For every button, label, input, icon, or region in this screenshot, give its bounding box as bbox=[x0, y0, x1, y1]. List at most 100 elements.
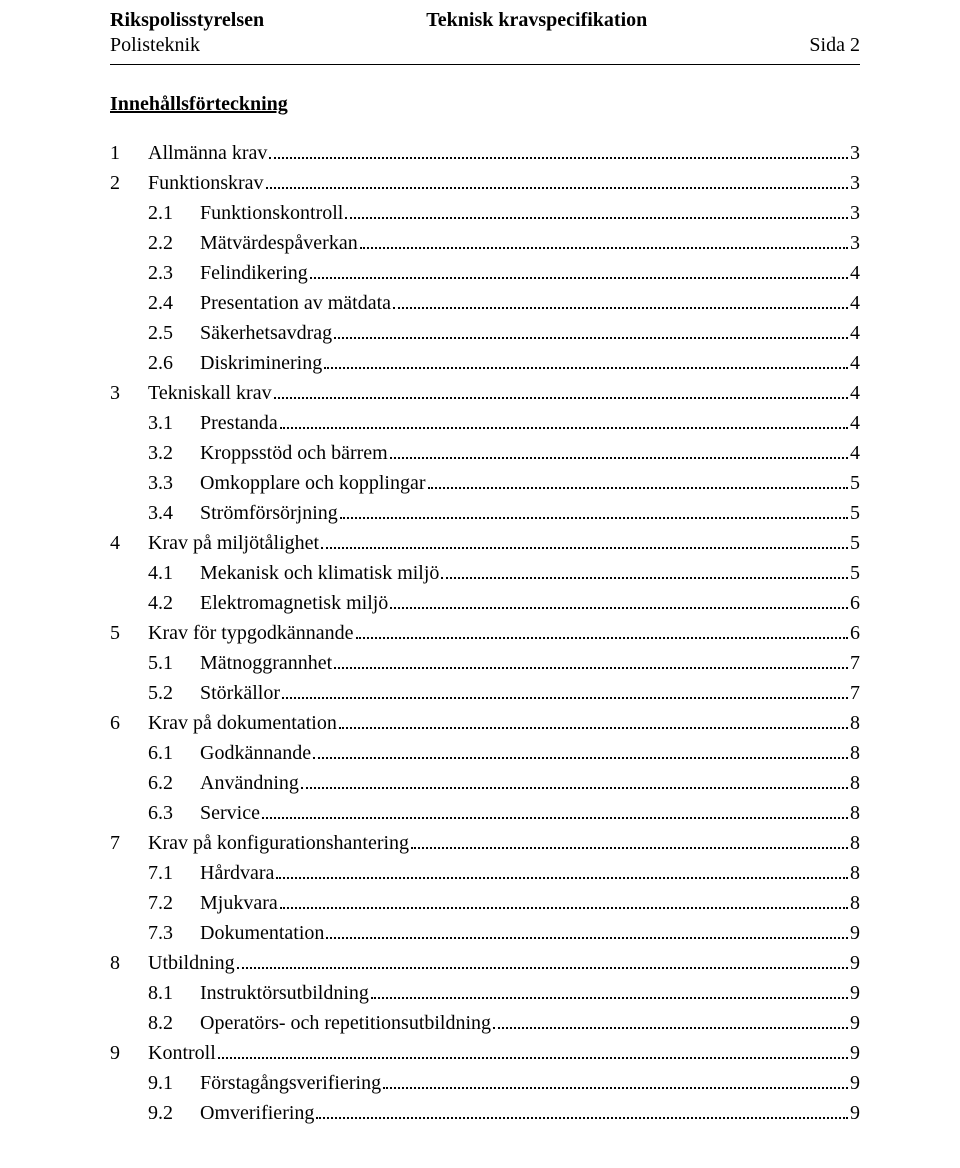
toc-entry-label: Allmänna krav bbox=[148, 138, 267, 168]
toc-entry[interactable]: 3.2Kroppsstöd och bärrem4 bbox=[110, 438, 860, 468]
toc-entry-number: 5.2 bbox=[148, 678, 200, 708]
toc-leader-dots bbox=[301, 773, 848, 789]
toc-entry[interactable]: 4.1Mekanisk och klimatisk miljö5 bbox=[110, 558, 860, 588]
toc-entry[interactable]: 2.1Funktionskontroll3 bbox=[110, 198, 860, 228]
toc-entry-number: 6 bbox=[110, 708, 148, 738]
toc-entry-label: Säkerhetsavdrag bbox=[200, 318, 332, 348]
toc-entry-number: 4 bbox=[110, 528, 148, 558]
toc-leader-dots bbox=[218, 1043, 848, 1059]
toc-entry[interactable]: 3.4Strömförsörjning5 bbox=[110, 498, 860, 528]
toc-leader-dots bbox=[345, 203, 848, 219]
toc-entry[interactable]: 8.2Operatörs- och repetitionsutbildning9 bbox=[110, 1008, 860, 1038]
toc-entry-label: Krav på miljötålighet bbox=[148, 528, 319, 558]
toc-entry-number: 7.1 bbox=[148, 858, 200, 888]
toc-entry[interactable]: 3.1Prestanda 4 bbox=[110, 408, 860, 438]
toc-leader-dots bbox=[371, 983, 848, 999]
toc-entry-page: 9 bbox=[850, 1008, 860, 1038]
toc-entry[interactable]: 2.5Säkerhetsavdrag4 bbox=[110, 318, 860, 348]
toc-entry[interactable]: 2.3Felindikering4 bbox=[110, 258, 860, 288]
toc-entry[interactable]: 4Krav på miljötålighet5 bbox=[110, 528, 860, 558]
toc-leader-dots bbox=[326, 923, 848, 939]
toc-entry-number: 5.1 bbox=[148, 648, 200, 678]
toc-entry[interactable]: 2.6Diskriminering4 bbox=[110, 348, 860, 378]
toc-entry-label: Dokumentation bbox=[200, 918, 324, 948]
toc-entry-label: Krav för typgodkännande bbox=[148, 618, 354, 648]
toc-leader-dots bbox=[390, 443, 848, 459]
toc-entry[interactable]: 9.1Förstagångsverifiering9 bbox=[110, 1068, 860, 1098]
toc-entry-page: 4 bbox=[850, 288, 860, 318]
toc-entry[interactable]: 9.2Omverifiering9 bbox=[110, 1098, 860, 1128]
toc-entry[interactable]: 8.1Instruktörsutbildning9 bbox=[110, 978, 860, 1008]
toc-entry-page: 8 bbox=[850, 858, 860, 888]
toc-entry[interactable]: 2.2Mätvärdespåverkan3 bbox=[110, 228, 860, 258]
toc-entry-page: 9 bbox=[850, 1068, 860, 1098]
toc-entry[interactable]: 9Kontroll9 bbox=[110, 1038, 860, 1068]
toc-entry-label: Krav på konfigurationshantering bbox=[148, 828, 409, 858]
toc-entry-label: Instruktörsutbildning bbox=[200, 978, 369, 1008]
toc-entry[interactable]: 2.4Presentation av mätdata4 bbox=[110, 288, 860, 318]
toc-entry-label: Omverifiering bbox=[200, 1098, 314, 1128]
toc-leader-dots bbox=[262, 803, 848, 819]
toc-entry[interactable]: 3.3Omkopplare och kopplingar5 bbox=[110, 468, 860, 498]
toc-entry[interactable]: 6.3Service8 bbox=[110, 798, 860, 828]
toc-entry-page: 6 bbox=[850, 618, 860, 648]
toc-entry-number: 8.1 bbox=[148, 978, 200, 1008]
toc-leader-dots bbox=[393, 293, 848, 309]
toc-leader-dots bbox=[390, 593, 848, 609]
toc-leader-dots bbox=[324, 353, 848, 369]
toc-entry[interactable]: 7.3Dokumentation9 bbox=[110, 918, 860, 948]
toc-entry[interactable]: 5Krav för typgodkännande6 bbox=[110, 618, 860, 648]
toc-entry-page: 4 bbox=[850, 408, 860, 438]
toc-leader-dots bbox=[282, 683, 848, 699]
toc-entry-number: 7.2 bbox=[148, 888, 200, 918]
toc-leader-dots bbox=[339, 713, 848, 729]
toc-leader-dots bbox=[274, 383, 848, 399]
toc-entry-page: 5 bbox=[850, 558, 860, 588]
toc-leader-dots bbox=[280, 893, 848, 909]
toc-entry[interactable]: 7.2Mjukvara8 bbox=[110, 888, 860, 918]
toc-entry[interactable]: 6.2Användning8 bbox=[110, 768, 860, 798]
toc-entry-label: Mekanisk och klimatisk miljö bbox=[200, 558, 439, 588]
toc-entry[interactable]: 1Allmänna krav3 bbox=[110, 138, 860, 168]
toc-entry-number: 8 bbox=[110, 948, 148, 978]
toc-entry[interactable]: 5.1Mätnoggrannhet7 bbox=[110, 648, 860, 678]
toc-entry-page: 3 bbox=[850, 138, 860, 168]
toc-leader-dots bbox=[493, 1013, 848, 1029]
toc-entry-page: 3 bbox=[850, 228, 860, 258]
toc-entry-number: 2.6 bbox=[148, 348, 200, 378]
toc-leader-dots bbox=[360, 233, 848, 249]
toc-entry-page: 8 bbox=[850, 828, 860, 858]
toc-entry-page: 6 bbox=[850, 588, 860, 618]
toc-entry[interactable]: 6Krav på dokumentation8 bbox=[110, 708, 860, 738]
toc-entry-page: 9 bbox=[850, 1038, 860, 1068]
toc-leader-dots bbox=[411, 833, 848, 849]
toc-entry[interactable]: 7Krav på konfigurationshantering8 bbox=[110, 828, 860, 858]
toc-entry[interactable]: 8Utbildning 9 bbox=[110, 948, 860, 978]
toc-entry-number: 3.1 bbox=[148, 408, 200, 438]
toc-leader-dots bbox=[383, 1073, 848, 1089]
toc-entry[interactable]: 7.1Hårdvara8 bbox=[110, 858, 860, 888]
toc-leader-dots bbox=[334, 323, 848, 339]
toc-entry-page: 5 bbox=[850, 498, 860, 528]
toc-entry-label: Utbildning bbox=[148, 948, 235, 978]
toc-entry-page: 3 bbox=[850, 198, 860, 228]
toc-entry-page: 9 bbox=[850, 948, 860, 978]
toc-entry-number: 2.3 bbox=[148, 258, 200, 288]
toc-leader-dots bbox=[428, 473, 849, 489]
toc-entry-label: Krav på dokumentation bbox=[148, 708, 337, 738]
toc-entry-number: 9.1 bbox=[148, 1068, 200, 1098]
toc-entry-label: Prestanda bbox=[200, 408, 278, 438]
toc-leader-dots bbox=[280, 413, 848, 429]
header-page: Sida 2 bbox=[809, 33, 860, 58]
toc-entry[interactable]: 5.2Störkällor7 bbox=[110, 678, 860, 708]
toc-entry-label: Tekniskall krav bbox=[148, 378, 272, 408]
toc-entry-number: 8.2 bbox=[148, 1008, 200, 1038]
toc-entry-label: Strömförsörjning bbox=[200, 498, 338, 528]
toc-entry-number: 2.5 bbox=[148, 318, 200, 348]
toc-entry[interactable]: 6.1Godkännande8 bbox=[110, 738, 860, 768]
toc-entry[interactable]: 4.2Elektromagnetisk miljö6 bbox=[110, 588, 860, 618]
toc-entry[interactable]: 2Funktionskrav3 bbox=[110, 168, 860, 198]
toc-entry-number: 6.2 bbox=[148, 768, 200, 798]
toc-entry[interactable]: 3Tekniskall krav4 bbox=[110, 378, 860, 408]
toc-entry-number: 3.2 bbox=[148, 438, 200, 468]
